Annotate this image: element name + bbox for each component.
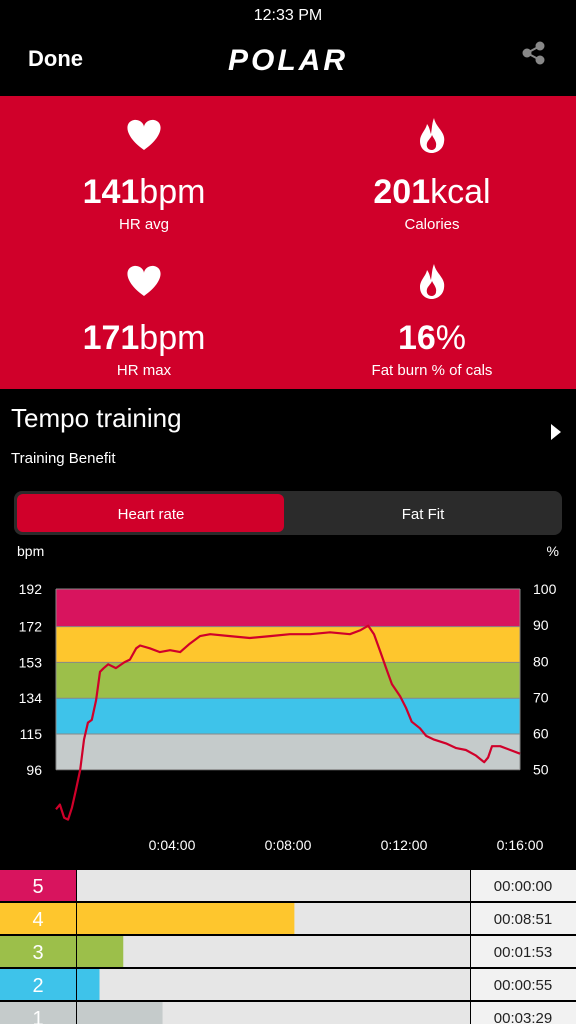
stat-unit: kcal bbox=[430, 173, 490, 211]
done-button[interactable]: Done bbox=[28, 46, 83, 71]
tab-active bbox=[17, 494, 284, 532]
y2-tick-label: 80 bbox=[533, 653, 549, 669]
logo: POLAR bbox=[228, 44, 348, 77]
zone-bar bbox=[77, 969, 100, 1000]
zone-bar bbox=[77, 903, 295, 934]
zone-time: 00:08:51 bbox=[494, 911, 552, 928]
stat-unit: bpm bbox=[139, 319, 205, 357]
stat-number: 201 bbox=[373, 173, 430, 211]
y-axis-label: bpm bbox=[17, 543, 44, 559]
y2-tick-label: 50 bbox=[533, 762, 549, 778]
zone-track bbox=[77, 969, 470, 1000]
flame-icon-inner bbox=[426, 135, 437, 150]
zone-time: 00:00:55 bbox=[494, 977, 552, 994]
heart-icon bbox=[127, 119, 161, 150]
x-tick-label: 0:04:00 bbox=[149, 837, 196, 853]
time-cell bbox=[471, 870, 576, 901]
zone-band bbox=[56, 698, 520, 734]
workout-title: Tempo training bbox=[11, 403, 182, 433]
zone-band bbox=[56, 589, 520, 627]
flame-icon-inner bbox=[426, 281, 437, 296]
y-tick-label: 172 bbox=[19, 619, 43, 635]
stat-label: HR avg bbox=[119, 216, 169, 233]
zone-cell bbox=[0, 1002, 76, 1024]
stat-value: 16% bbox=[398, 319, 466, 357]
stat-unit: % bbox=[436, 319, 466, 357]
zone-cell bbox=[0, 870, 76, 901]
zone-time: 00:00:00 bbox=[494, 878, 552, 895]
y-tick-label: 192 bbox=[19, 581, 43, 597]
y-tick-label: 134 bbox=[19, 690, 43, 706]
x-tick-label: 0:12:00 bbox=[381, 837, 428, 853]
y-tick-label: 153 bbox=[19, 654, 43, 670]
stat-value: 141bpm bbox=[83, 173, 206, 211]
time-cell bbox=[471, 1002, 576, 1024]
zone-band bbox=[56, 626, 520, 663]
zone-bar bbox=[77, 936, 124, 967]
x-tick-label: 0:08:00 bbox=[265, 837, 312, 853]
share-icon[interactable] bbox=[522, 41, 545, 65]
zone-cell bbox=[0, 969, 76, 1000]
status-time: 12:33 PM bbox=[254, 7, 322, 24]
stat-label: Calories bbox=[404, 216, 459, 233]
zone-cell bbox=[0, 936, 76, 967]
tab[interactable]: Fat Fit bbox=[402, 506, 445, 523]
y2-tick-label: 90 bbox=[533, 617, 549, 633]
tab[interactable]: Heart rate bbox=[118, 506, 185, 523]
stat-number: 171 bbox=[83, 319, 140, 357]
workout-subtitle: Training Benefit bbox=[11, 450, 116, 467]
zone-band bbox=[56, 662, 520, 699]
stat-label: Fat burn % of cals bbox=[372, 362, 493, 379]
tabs: Heart rate Fat Fit bbox=[17, 494, 445, 532]
stat-number: 141 bbox=[83, 173, 140, 211]
y2-tick-label: 70 bbox=[533, 689, 549, 705]
zone-band bbox=[56, 733, 520, 770]
zone-number: 4 bbox=[32, 909, 43, 931]
time-cell bbox=[471, 903, 576, 934]
time-cell bbox=[471, 969, 576, 1000]
zone-number: 5 bbox=[32, 876, 43, 898]
y-tick-label: 96 bbox=[26, 762, 42, 778]
y-tick-label: 115 bbox=[20, 726, 43, 742]
stat-label: HR max bbox=[117, 362, 172, 379]
stat-value: 201kcal bbox=[373, 173, 490, 211]
details-arrow[interactable] bbox=[551, 424, 561, 440]
x-tick-label: 0:16:00 bbox=[497, 837, 544, 853]
zone-track bbox=[77, 1002, 470, 1024]
stats-panel bbox=[0, 96, 576, 389]
heart-rate-line bbox=[55, 624, 521, 821]
stat-unit: bpm bbox=[139, 173, 205, 211]
zone-bar bbox=[77, 1002, 163, 1024]
zone-track bbox=[77, 936, 470, 967]
chart: 96 115 134 153 172 192 50 60 70 80 90 100 0:04:00 0:0… bbox=[19, 581, 557, 853]
zone-number: 2 bbox=[32, 975, 43, 997]
zone-cell bbox=[0, 903, 76, 934]
zone-number: 1 bbox=[32, 1008, 43, 1024]
heart-icon bbox=[127, 265, 161, 296]
zone-number: 3 bbox=[32, 942, 43, 964]
y2-tick-label: 100 bbox=[533, 581, 557, 597]
y2-tick-label: 60 bbox=[533, 726, 549, 742]
stat-number: 16 bbox=[398, 319, 436, 357]
zone-time: 00:01:53 bbox=[494, 944, 552, 961]
y2-axis-label: % bbox=[547, 543, 559, 559]
time-cell bbox=[471, 936, 576, 967]
zone-track bbox=[77, 870, 470, 901]
stat-value: 171bpm bbox=[83, 319, 206, 357]
zone-table: 5 00:00:00 4 00:08:51 3 00:01:53 2 00:00:55 1 00:… bbox=[0, 870, 576, 1024]
zone-time: 00:03:29 bbox=[494, 1010, 552, 1024]
